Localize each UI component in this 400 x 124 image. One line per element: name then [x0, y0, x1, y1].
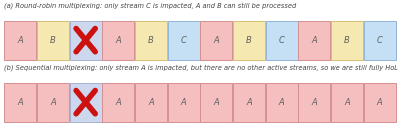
Text: A: A [116, 36, 121, 45]
FancyBboxPatch shape [37, 83, 69, 122]
Text: B: B [246, 36, 252, 45]
Text: B: B [148, 36, 154, 45]
FancyBboxPatch shape [70, 83, 102, 122]
Text: (b) Sequential multiplexing: only stream A is impacted, but there are no other a: (b) Sequential multiplexing: only stream… [4, 64, 400, 71]
FancyBboxPatch shape [364, 21, 396, 60]
Text: A: A [148, 98, 154, 107]
FancyBboxPatch shape [168, 21, 200, 60]
FancyBboxPatch shape [266, 83, 298, 122]
FancyBboxPatch shape [200, 21, 232, 60]
Text: A: A [214, 36, 219, 45]
FancyBboxPatch shape [331, 83, 363, 122]
FancyBboxPatch shape [200, 83, 232, 122]
FancyBboxPatch shape [70, 21, 102, 60]
Text: A: A [50, 98, 56, 107]
Text: C: C [377, 36, 383, 45]
Text: B: B [50, 36, 56, 45]
FancyBboxPatch shape [4, 21, 36, 60]
Text: A: A [181, 98, 186, 107]
Text: A: A [18, 36, 23, 45]
Text: A: A [246, 98, 252, 107]
FancyBboxPatch shape [298, 21, 330, 60]
Text: C: C [279, 36, 285, 45]
FancyBboxPatch shape [168, 83, 200, 122]
FancyBboxPatch shape [298, 83, 330, 122]
FancyBboxPatch shape [4, 83, 36, 122]
Text: A: A [312, 36, 317, 45]
Text: C: C [181, 36, 187, 45]
FancyBboxPatch shape [102, 21, 134, 60]
FancyBboxPatch shape [266, 21, 298, 60]
FancyBboxPatch shape [37, 21, 69, 60]
FancyBboxPatch shape [135, 83, 167, 122]
Text: A: A [377, 98, 382, 107]
FancyBboxPatch shape [331, 21, 363, 60]
FancyBboxPatch shape [364, 83, 396, 122]
FancyBboxPatch shape [233, 21, 265, 60]
FancyBboxPatch shape [135, 21, 167, 60]
Text: (a) Round-robin multiplexing: only stream C is impacted, A and B can still be pr: (a) Round-robin multiplexing: only strea… [4, 2, 296, 9]
FancyBboxPatch shape [233, 83, 265, 122]
Text: A: A [344, 98, 350, 107]
Text: A: A [116, 98, 121, 107]
Text: B: B [344, 36, 350, 45]
FancyBboxPatch shape [102, 83, 134, 122]
Text: A: A [279, 98, 284, 107]
Text: A: A [214, 98, 219, 107]
Text: A: A [312, 98, 317, 107]
Text: A: A [18, 98, 23, 107]
